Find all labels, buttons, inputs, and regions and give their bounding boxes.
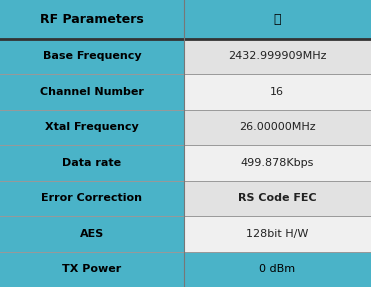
Bar (0, 0, 184, 39)
Text: 0 dBm: 0 dBm (259, 264, 295, 274)
Text: RF Parameters: RF Parameters (40, 13, 144, 26)
Bar (0, 216, 184, 251)
Text: AES: AES (80, 229, 104, 239)
Bar (184, 39, 371, 74)
Bar (0, 145, 184, 181)
Bar (184, 216, 371, 251)
Text: TX Power: TX Power (62, 264, 121, 274)
Text: 2432.999909MHz: 2432.999909MHz (228, 51, 326, 61)
Text: Xtal Frequency: Xtal Frequency (45, 123, 139, 132)
Bar (184, 181, 371, 216)
Bar (0, 110, 184, 145)
Bar (0, 181, 184, 216)
Text: 값: 값 (273, 13, 281, 26)
Text: 499.878Kbps: 499.878Kbps (241, 158, 314, 168)
Bar (184, 145, 371, 181)
Bar (184, 74, 371, 110)
Text: 128bit H/W: 128bit H/W (246, 229, 309, 239)
Bar (184, 251, 371, 287)
Bar (0, 74, 184, 110)
Text: Error Correction: Error Correction (41, 193, 142, 203)
Text: 26.00000MHz: 26.00000MHz (239, 123, 316, 132)
Text: 16: 16 (270, 87, 284, 97)
Text: RS Code FEC: RS Code FEC (238, 193, 316, 203)
Bar (0, 39, 184, 74)
Text: Base Frequency: Base Frequency (43, 51, 141, 61)
Text: Channel Number: Channel Number (40, 87, 144, 97)
Bar (0, 251, 184, 287)
Text: Data rate: Data rate (62, 158, 121, 168)
Bar (184, 110, 371, 145)
Bar (184, 0, 371, 39)
